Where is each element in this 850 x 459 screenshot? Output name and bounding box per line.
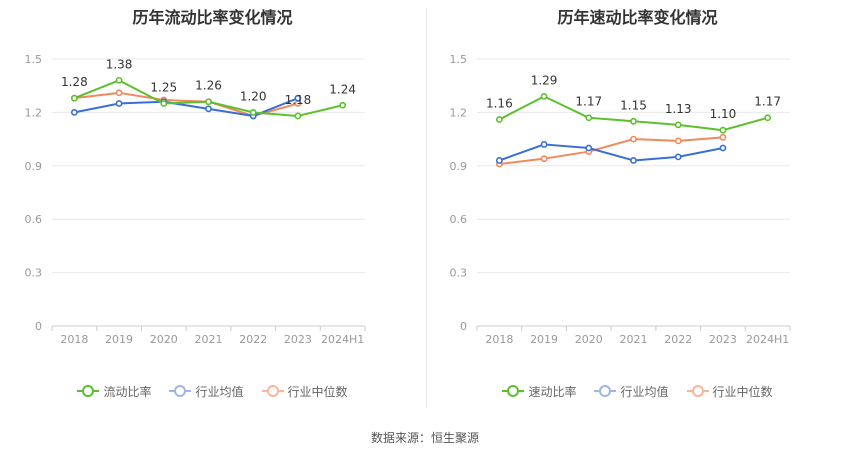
quick-ratio-panel: 历年速动比率变化情况 0 0.3 0.6 0.9 1.2 1.5 2018 2019 2020 2… (425, 0, 850, 410)
x-tick-label: 2022 (664, 333, 692, 346)
line-marker-icon (502, 385, 525, 397)
data-label: 1.26 (195, 79, 222, 93)
legend-item-industry-median[interactable]: 行业中位数 (261, 383, 348, 400)
data-point (674, 137, 682, 145)
data-point (249, 109, 257, 116)
legend-item-quick-ratio[interactable]: 速动比率 (502, 383, 576, 400)
legend-label: 行业均值 (195, 384, 244, 399)
y-tick-label: 1.2 (25, 106, 43, 119)
data-point (540, 92, 548, 100)
legend-label: 行业中位数 (287, 384, 348, 399)
data-point (674, 153, 682, 161)
data-point (339, 101, 347, 109)
legend-label: 行业均值 (620, 384, 669, 399)
y-tick-label: 0.9 (450, 160, 468, 173)
y-tick-label: 0 (460, 320, 467, 333)
data-point (70, 109, 78, 116)
y-tick-label: 0.6 (25, 213, 43, 226)
data-label: 1.20 (240, 89, 267, 103)
data-label: 1.17 (754, 95, 781, 109)
y-tick-label: 0.9 (25, 160, 43, 173)
data-label: 1.28 (61, 75, 88, 89)
data-point (495, 157, 503, 164)
current-ratio-panel: 历年流动比率变化情况 0 0.3 0.6 0.9 1.2 1.5 2018 2019 2020 2… (0, 0, 425, 410)
data-point (674, 121, 682, 129)
x-tick-label: 2024H1 (746, 333, 789, 346)
current-ratio-chart: 0 0.3 0.6 0.9 1.2 1.5 2018 2019 2020 2021 2022 2023… (25, 53, 366, 346)
legend-item-current-ratio[interactable]: 流动比率 (77, 383, 151, 400)
y-tick-label: 1.5 (450, 53, 468, 66)
data-label: 1.15 (620, 98, 647, 112)
legend-label: 速动比率 (528, 384, 577, 399)
data-point (205, 98, 212, 106)
data-source: 数据来源：恒生聚源 (370, 431, 479, 445)
x-tick-label: 2018 (485, 333, 513, 346)
x-tick-label: 2024H1 (321, 333, 364, 346)
x-tick-label: 2022 (239, 333, 267, 346)
data-label: 1.17 (575, 95, 602, 109)
x-tick-label: 2023 (284, 333, 312, 346)
series-line (499, 143, 724, 162)
legend-item-industry-average[interactable]: 行业均值 (169, 383, 244, 400)
line-marker-icon (169, 385, 192, 397)
data-point (540, 155, 548, 163)
data-point (719, 144, 727, 152)
series-line (499, 136, 724, 166)
data-point (294, 112, 302, 120)
data-point (585, 144, 593, 152)
x-tick-label: 2020 (575, 333, 603, 346)
chart-title: 历年流动比率变化情况 (132, 8, 293, 27)
line-marker-icon (261, 385, 284, 397)
x-tick-label: 2019 (530, 333, 558, 346)
line-marker-icon (594, 385, 617, 397)
y-tick-label: 0.3 (25, 267, 43, 280)
legend-item-industry-average[interactable]: 行业均值 (594, 383, 669, 400)
data-point (294, 94, 302, 102)
chart-title: 历年速动比率变化情况 (557, 8, 718, 27)
x-tick-label: 2023 (709, 333, 737, 346)
data-point (115, 89, 123, 97)
legend-label: 流动比率 (103, 384, 152, 399)
legend: 速动比率 行业均值 行业中位数 (425, 381, 850, 401)
data-point (160, 100, 168, 107)
data-label: 1.18 (285, 93, 312, 107)
legend: 流动比率 行业均值 行业中位数 (0, 381, 425, 401)
y-tick-label: 0 (35, 320, 42, 333)
x-tick-label: 2020 (150, 333, 178, 346)
y-tick-label: 0.6 (450, 213, 468, 226)
legend-label: 行业中位数 (712, 384, 773, 399)
y-tick-label: 1.2 (450, 106, 468, 119)
legend-item-industry-median[interactable]: 行业中位数 (686, 383, 773, 400)
y-tick-label: 0.3 (450, 267, 468, 280)
data-point (540, 141, 548, 148)
data-label: 1.13 (665, 102, 692, 116)
data-point (719, 126, 727, 134)
data-point (205, 105, 212, 113)
data-point (115, 76, 123, 84)
data-point (764, 114, 772, 122)
data-label: 1.16 (486, 97, 513, 111)
data-point (495, 116, 503, 123)
y-tick-label: 1.5 (25, 53, 43, 66)
x-tick-label: 2021 (620, 333, 648, 346)
data-label: 1.24 (329, 82, 356, 96)
data-point (585, 114, 593, 122)
data-point (630, 117, 637, 125)
data-point (630, 157, 637, 164)
data-point (719, 133, 727, 141)
data-label: 1.38 (106, 57, 133, 71)
data-point (70, 94, 78, 102)
data-label: 1.25 (150, 81, 177, 95)
data-label: 1.10 (710, 107, 737, 121)
x-tick-label: 2021 (195, 333, 223, 346)
data-point (630, 135, 637, 143)
data-label: 1.29 (531, 73, 558, 87)
panel-divider (426, 8, 427, 408)
quick-ratio-chart: 0 0.3 0.6 0.9 1.2 1.5 2018 2019 2020 2021 2022 2023… (450, 53, 791, 346)
x-tick-label: 2019 (105, 333, 133, 346)
data-point (115, 100, 123, 107)
line-marker-icon (77, 385, 100, 397)
line-marker-icon (686, 385, 709, 397)
x-tick-label: 2018 (60, 333, 88, 346)
